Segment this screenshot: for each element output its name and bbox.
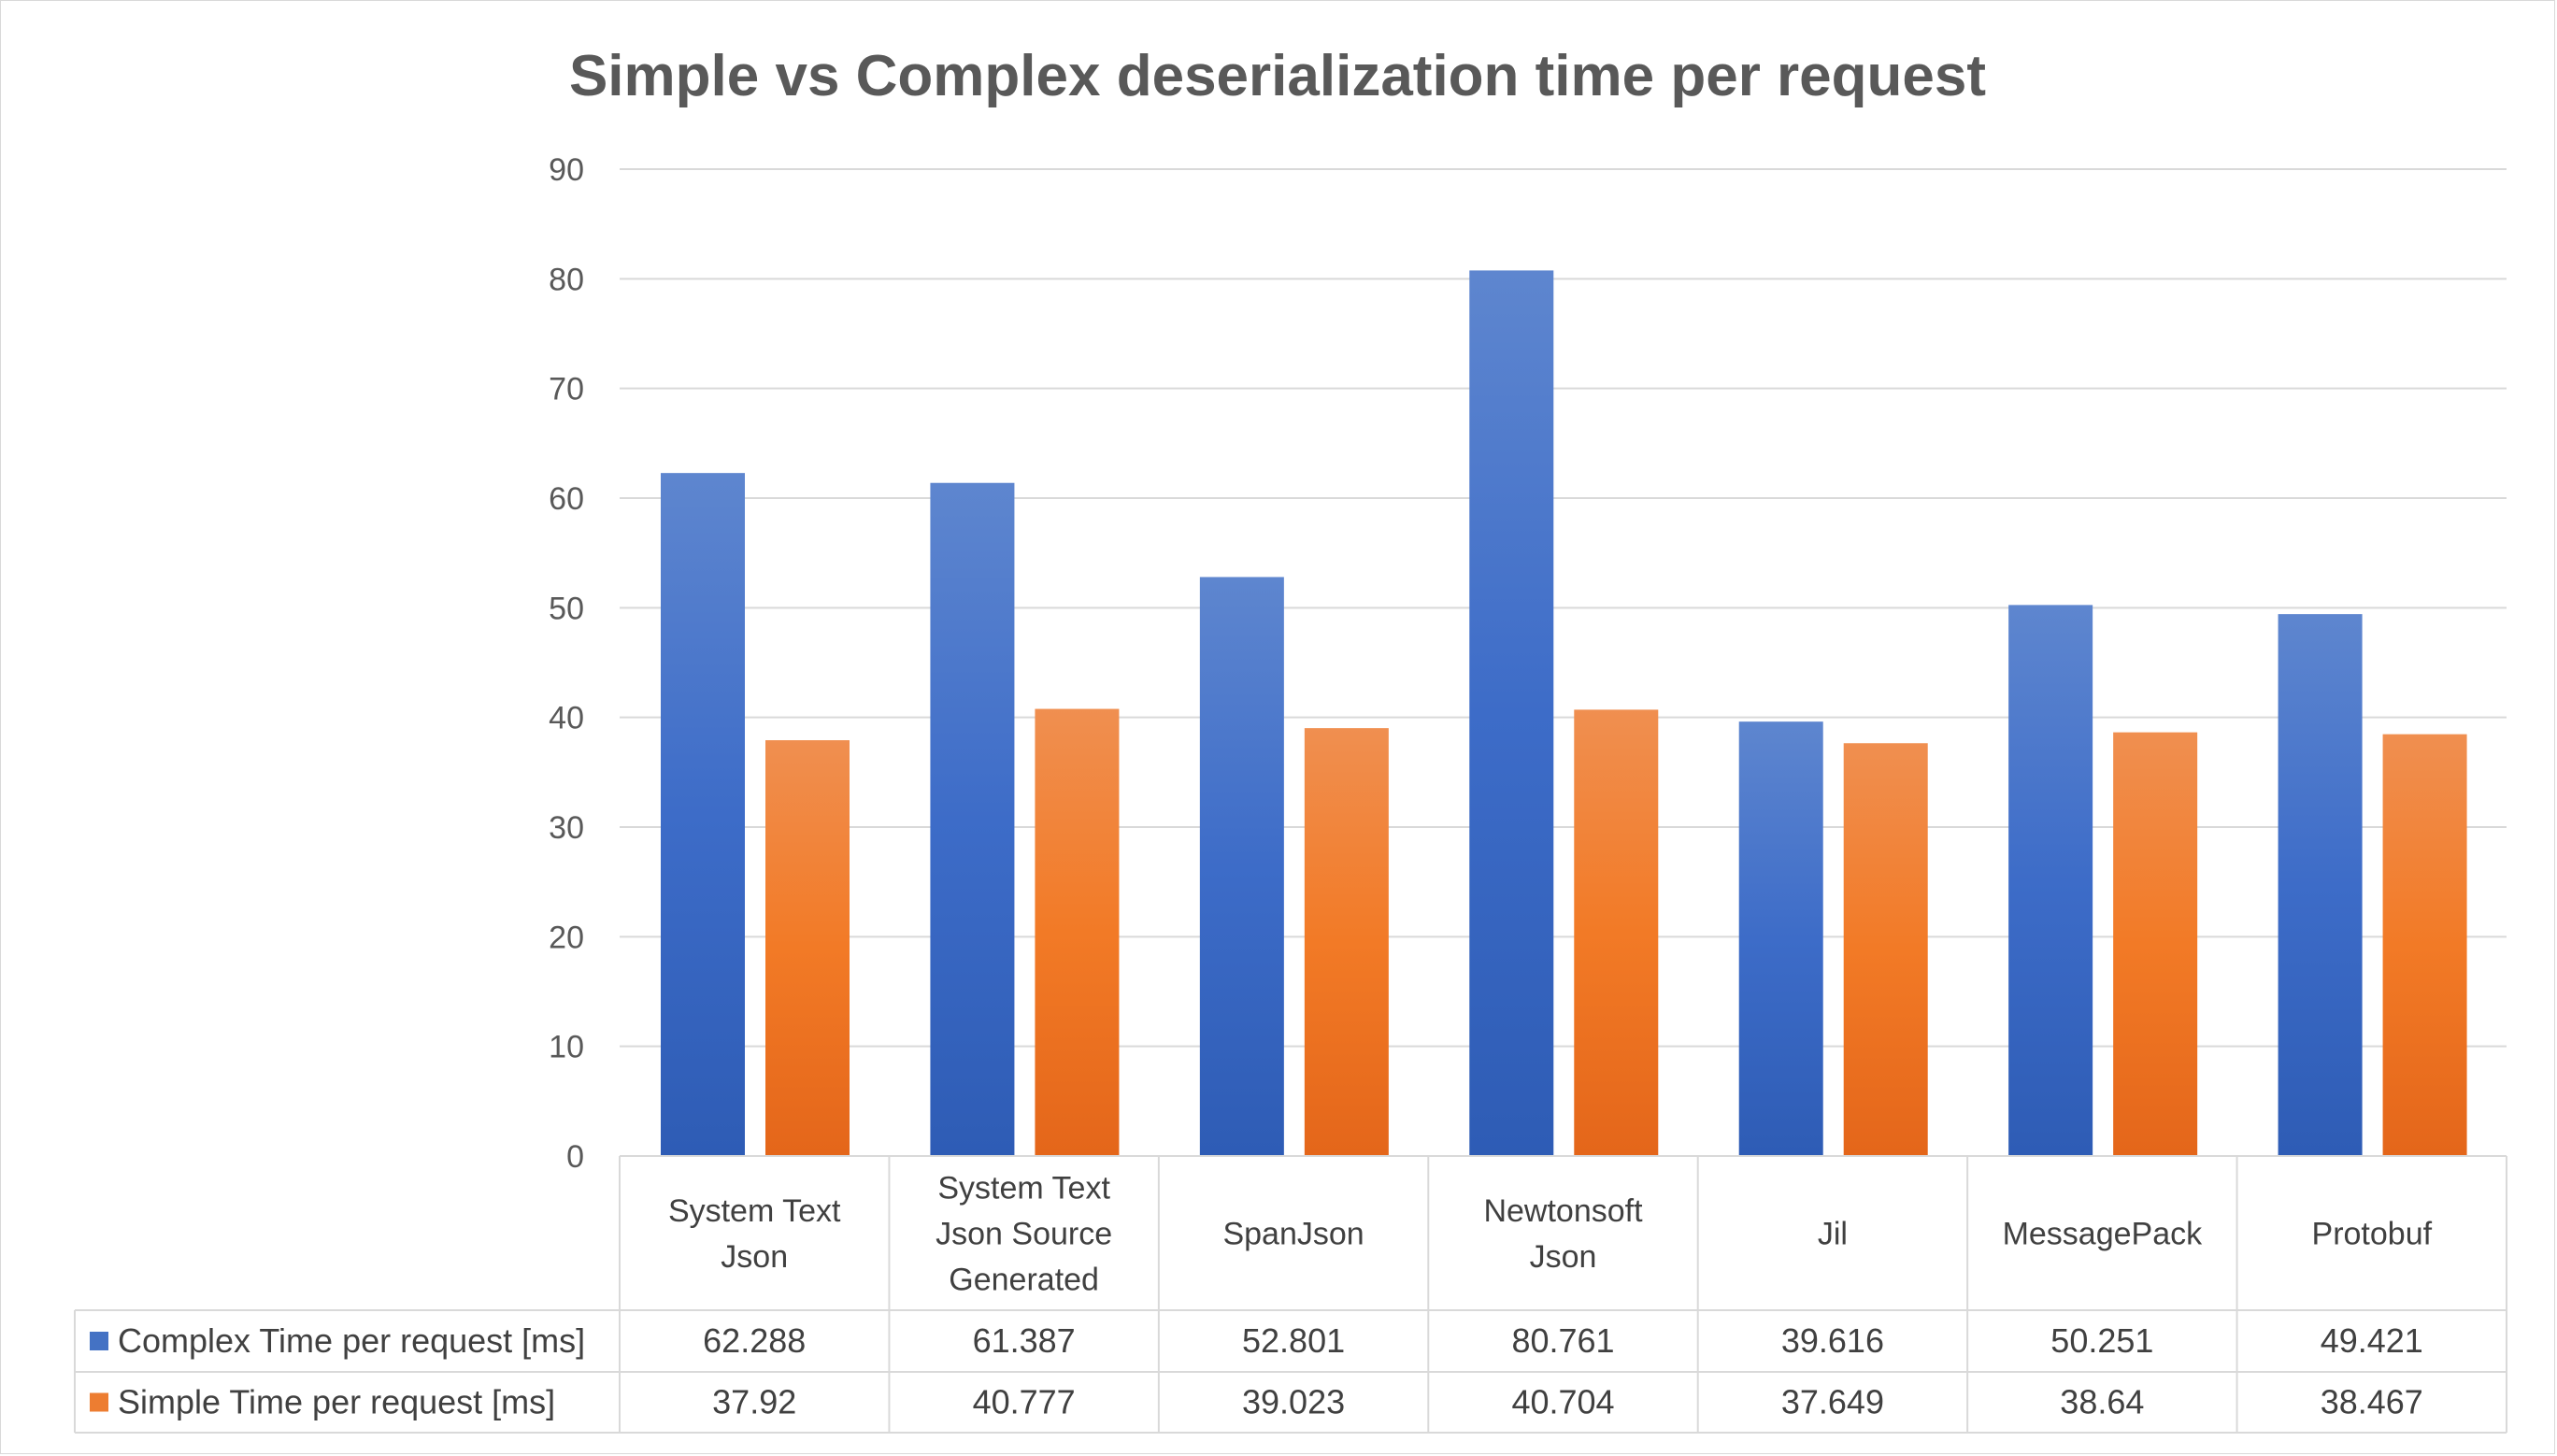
y-tick-label: 20 (549, 920, 584, 955)
data-value: 61.387 (973, 1321, 1076, 1360)
data-value: 38.64 (2060, 1383, 2144, 1421)
chart-title: Simple vs Complex deserialization time p… (569, 44, 1986, 108)
data-table: System Text Json System Text Json Source Gen… (74, 1155, 2507, 1434)
complex-bar (2278, 614, 2363, 1156)
data-value: 39.023 (1242, 1383, 1345, 1421)
data-value: 52.801 (1242, 1321, 1345, 1360)
category-label: System Text (937, 1171, 1110, 1206)
simple-bar (1304, 728, 1389, 1156)
legend-label: Simple Time per request [ms] (118, 1383, 555, 1421)
simple-bar (2113, 732, 2198, 1156)
category-label: MessagePack (2003, 1217, 2204, 1252)
category-label: Json (1530, 1239, 1597, 1275)
y-tick-label: 80 (549, 262, 584, 297)
complex-bar (930, 482, 1015, 1156)
category-label: Newtonsoft (1483, 1193, 1643, 1229)
category-label: Jil (1818, 1217, 1848, 1252)
y-tick-label: 50 (549, 591, 584, 626)
data-value: 40.777 (973, 1383, 1076, 1421)
y-tick-label: 70 (549, 372, 584, 407)
category-label: Json Source (936, 1217, 1112, 1252)
complex-bar (1738, 721, 1823, 1156)
y-tick-label: 40 (549, 701, 584, 736)
gridlines (620, 168, 2507, 1048)
category-label: SpanJson (1222, 1217, 1364, 1252)
simple-bar (2382, 734, 2467, 1156)
y-tick-label: 90 (549, 152, 584, 188)
y-tick-label: 10 (549, 1030, 584, 1065)
complex-bar (661, 473, 745, 1156)
simple-bar (1035, 708, 1120, 1156)
data-value: 62.288 (703, 1321, 806, 1360)
data-value: 50.251 (2050, 1321, 2153, 1360)
category-label: Json (721, 1239, 788, 1275)
category-label: System Text (668, 1193, 841, 1229)
legend-swatch (90, 1332, 108, 1350)
complex-bar (1469, 270, 1554, 1156)
y-axis-tick-labels: 0 10 20 30 40 50 60 70 80 90 (549, 152, 584, 1175)
data-value: 37.92 (712, 1383, 796, 1421)
legend-label: Complex Time per request [ms] (118, 1321, 585, 1360)
complex-bar (2008, 605, 2093, 1156)
y-tick-label: 0 (566, 1139, 584, 1175)
legend-swatch (90, 1392, 108, 1412)
data-value: 80.761 (1511, 1321, 1614, 1360)
y-tick-label: 30 (549, 810, 584, 846)
y-tick-label: 60 (549, 481, 584, 517)
data-value: 37.649 (1781, 1383, 1884, 1421)
data-value: 49.421 (2321, 1321, 2423, 1360)
data-value: 40.704 (1511, 1383, 1614, 1421)
simple-bar (765, 740, 850, 1156)
complex-bar (1199, 577, 1284, 1156)
simple-bar (1574, 709, 1659, 1156)
bars (661, 270, 2467, 1156)
category-label: Generated (949, 1263, 1099, 1298)
data-value: 39.616 (1781, 1321, 1884, 1360)
category-label: Protobuf (2312, 1217, 2433, 1252)
simple-bar (1843, 743, 1928, 1156)
data-value: 38.467 (2321, 1383, 2423, 1421)
